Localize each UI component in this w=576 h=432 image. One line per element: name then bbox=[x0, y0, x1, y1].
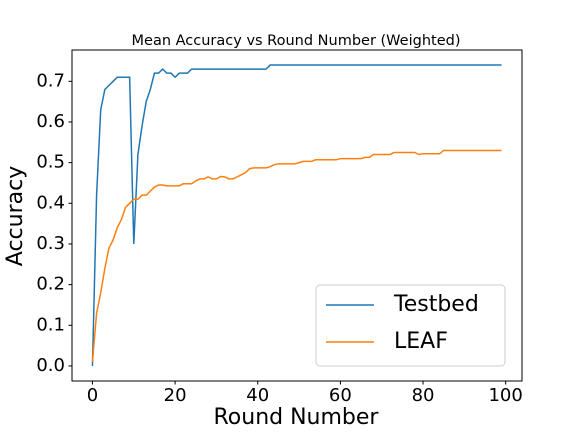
series-line bbox=[91, 64, 502, 366]
x-tick-label: 60 bbox=[329, 385, 352, 406]
chart-title: Mean Accuracy vs Round Number (Weighted) bbox=[132, 33, 461, 49]
x-axis-label: Round Number bbox=[214, 405, 380, 430]
y-tick-label: 0.4 bbox=[36, 192, 65, 213]
y-axis-label: Accuracy bbox=[3, 166, 28, 266]
y-tick-label: 0.5 bbox=[36, 152, 65, 173]
y-tick-label: 0.2 bbox=[36, 274, 65, 295]
x-tick-label: 100 bbox=[488, 385, 522, 406]
x-tick-label: 80 bbox=[412, 385, 435, 406]
x-tick-label: 0 bbox=[87, 385, 98, 406]
x-tick-label: 20 bbox=[164, 385, 187, 406]
y-tick-label: 0.3 bbox=[36, 233, 65, 254]
series-line bbox=[91, 149, 502, 362]
legend-label: LEAF bbox=[394, 329, 448, 354]
x-tick-label: 40 bbox=[246, 385, 269, 406]
y-tick-label: 0.6 bbox=[36, 111, 65, 132]
axes-frame bbox=[71, 49, 523, 382]
y-tick-label: 0.0 bbox=[36, 355, 65, 376]
y-tick-label: 0.1 bbox=[36, 314, 65, 335]
y-tick-label: 0.7 bbox=[36, 70, 65, 91]
legend-label: Testbed bbox=[393, 292, 479, 317]
